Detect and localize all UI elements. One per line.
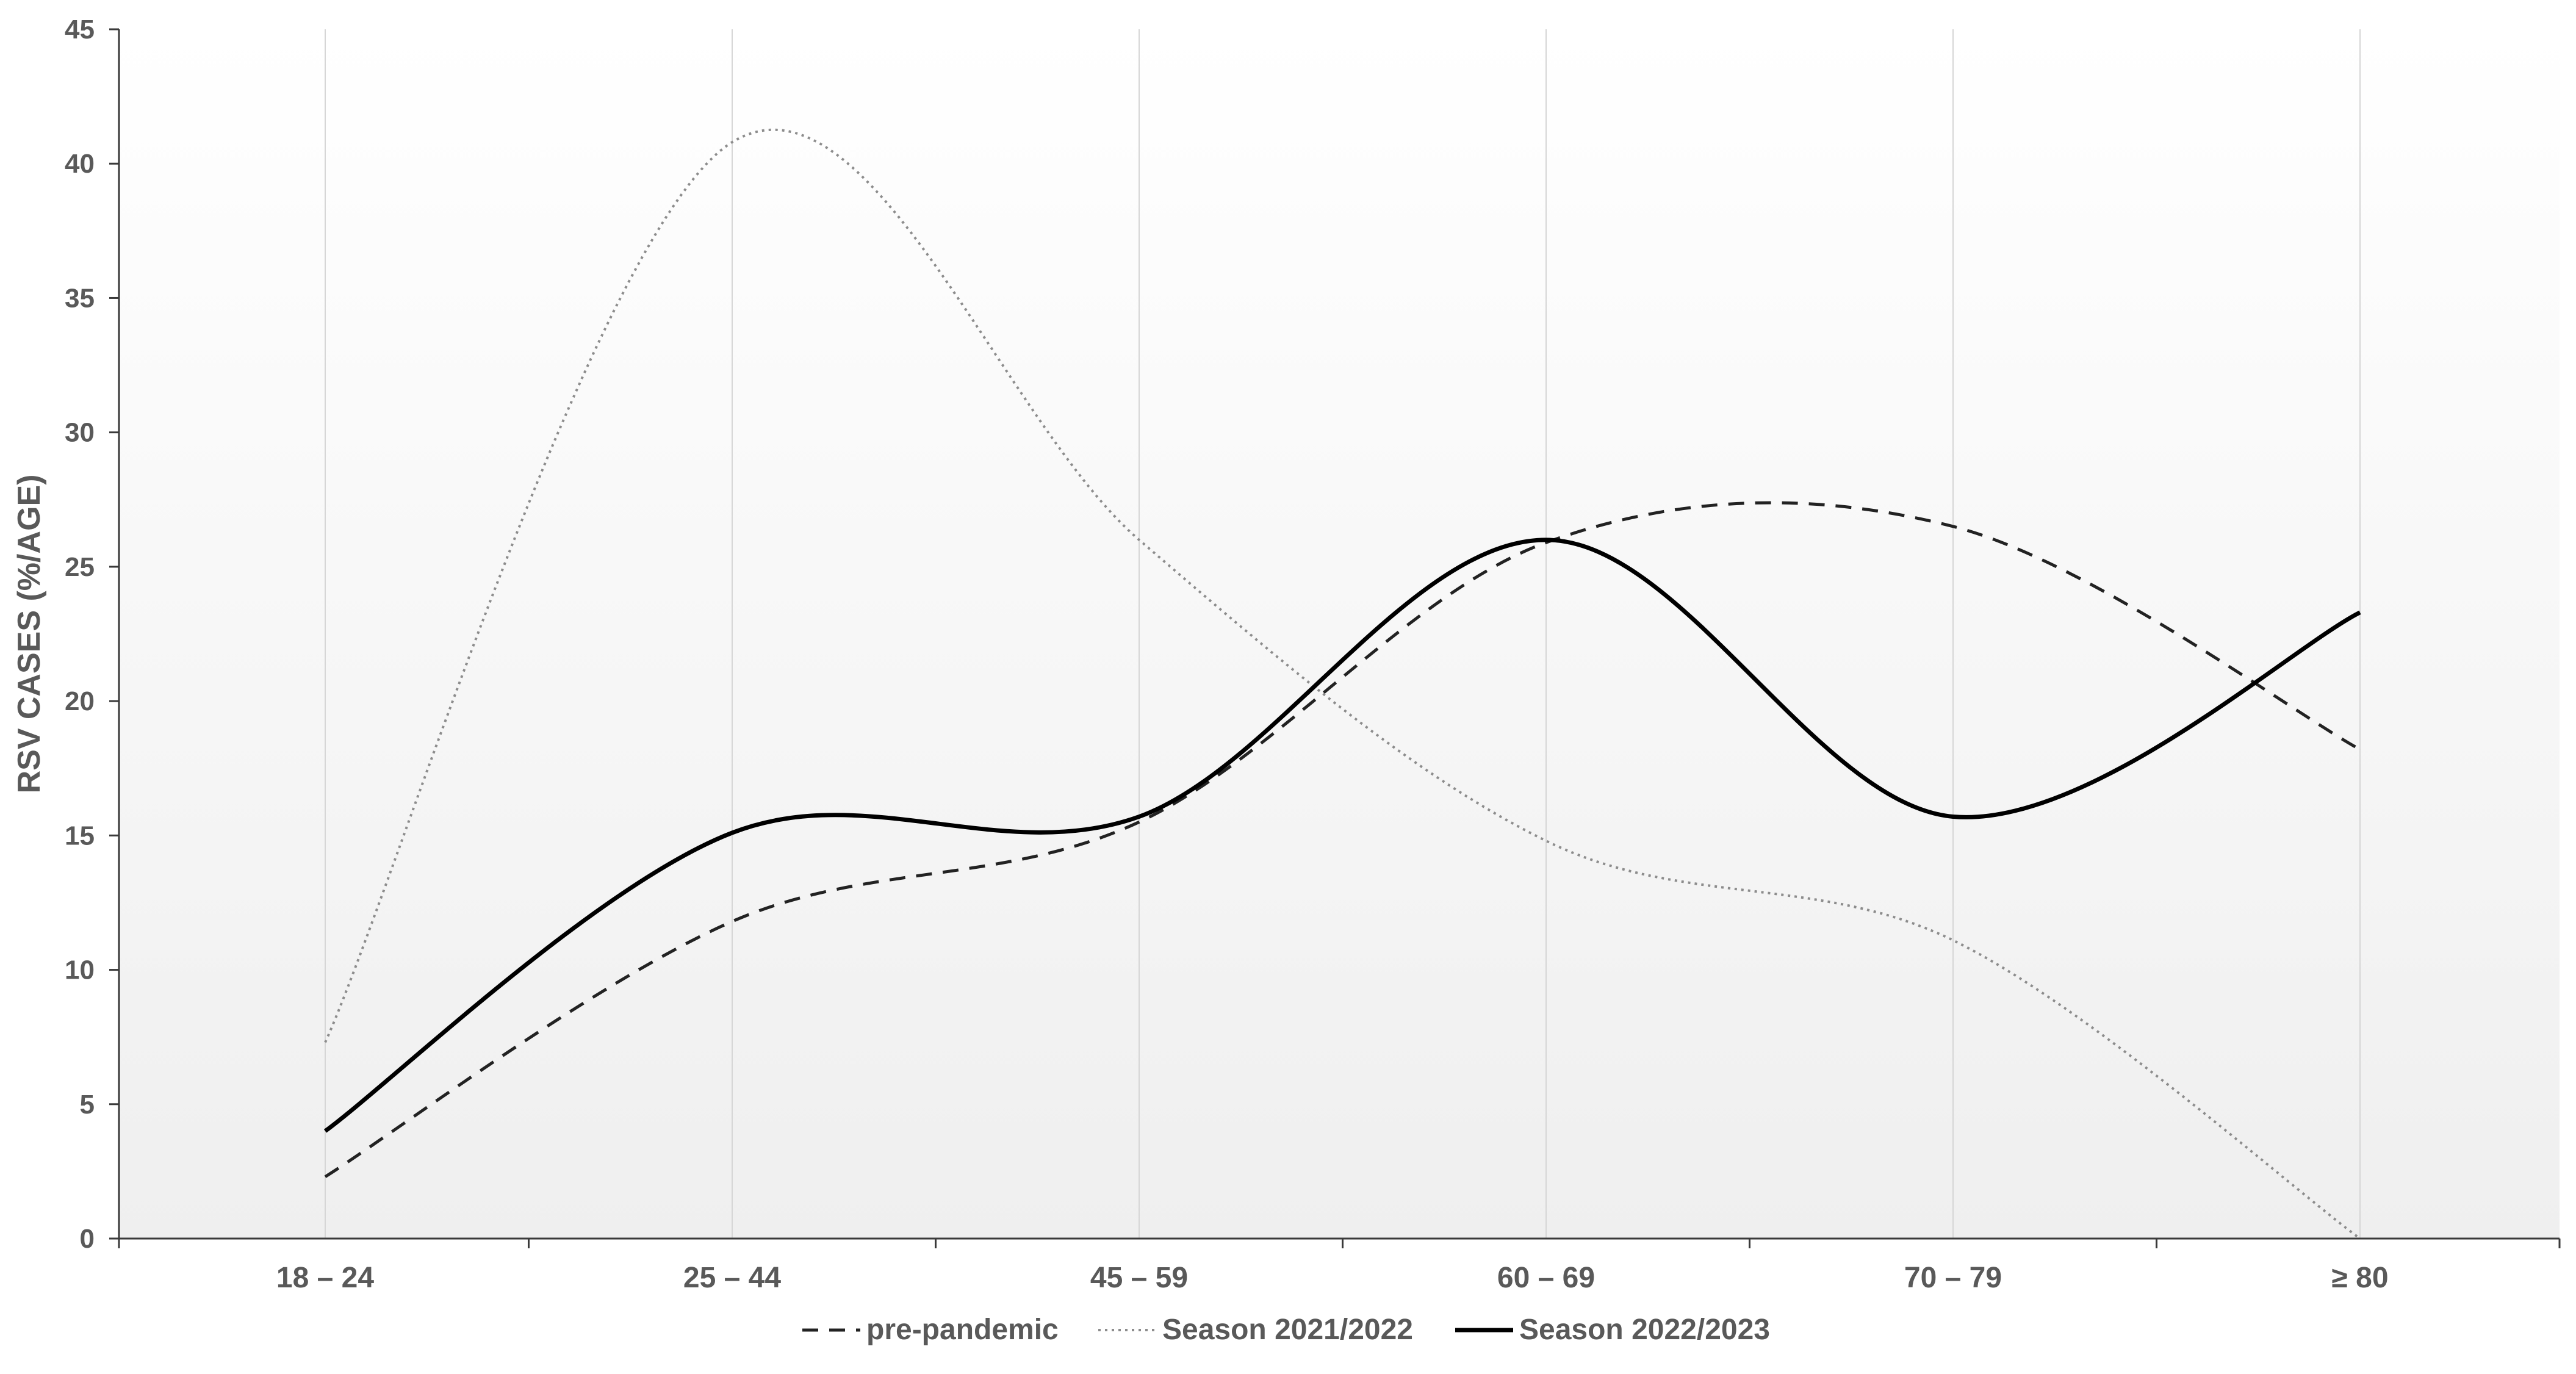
y-tick-label-1: 5	[80, 1090, 95, 1120]
x-axis-tick-labels: 18 – 24 25 – 44 45 – 59 60 – 69 70 – 79 ≥ 80	[276, 1262, 2389, 1294]
y-tick-label-3: 15	[65, 821, 95, 851]
y-tick-label-2: 10	[65, 955, 95, 985]
x-tick-label-3: 60 – 69	[1497, 1262, 1595, 1294]
y-axis-label: RSV CASES (%/AGE)	[12, 475, 47, 794]
legend-label-2: Season 2022/2023	[1519, 1314, 1770, 1346]
x-tick-label-4: 70 – 79	[1904, 1262, 2002, 1294]
y-tick-label-6: 30	[65, 418, 95, 448]
y-tick-label-4: 20	[65, 686, 95, 716]
legend: pre-pandemic Season 2021/2022 Season 2022/…	[802, 1314, 1770, 1346]
legend-label-0: pre-pandemic	[866, 1314, 1059, 1346]
x-tick-label-5: ≥ 80	[2331, 1262, 2388, 1294]
x-tick-label-0: 18 – 24	[276, 1262, 374, 1294]
y-tick-label-9: 45	[65, 15, 95, 45]
y-tick-label-7: 35	[65, 283, 95, 313]
x-tick-label-2: 45 – 59	[1090, 1262, 1188, 1294]
y-tick-label-0: 0	[80, 1224, 95, 1254]
legend-label-1: Season 2021/2022	[1162, 1314, 1413, 1346]
plot-area-background	[119, 29, 2560, 1239]
y-tick-label-8: 40	[65, 149, 95, 179]
y-tick-label-5: 25	[65, 552, 95, 582]
x-tick-label-1: 25 – 44	[683, 1262, 781, 1294]
y-axis-tick-labels: 0 5 10 15 20 25 30 35 40 45	[65, 15, 95, 1254]
